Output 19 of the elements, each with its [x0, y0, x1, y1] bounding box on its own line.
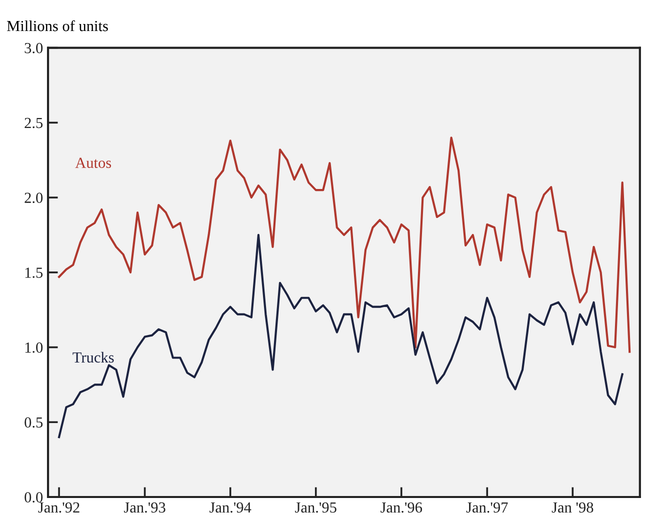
x-tick-label: Jan.'93	[124, 502, 166, 513]
y-tick-label: 2.0	[24, 192, 43, 204]
x-tick-label: Jan '98	[552, 502, 594, 513]
x-tick-label: Jan.'94	[210, 502, 252, 513]
x-tick-label: Jan.'95	[295, 502, 336, 513]
y-tick-label: 1.5	[25, 268, 43, 278]
series-label: Trucks	[72, 352, 114, 363]
y-tick-label: 3.0	[24, 42, 43, 54]
x-tick-label: Jan.'97	[466, 502, 508, 513]
y-axis-title: Millions of units	[7, 20, 108, 32]
x-tick-label: Jan.'92	[38, 502, 80, 513]
line-series	[58, 136, 631, 353]
line-series	[58, 234, 624, 438]
text: Autos	[75, 158, 112, 168]
y-tick-label: 2.5	[24, 118, 43, 128]
y-tick-label: 0.5	[24, 417, 43, 428]
y-tick-label: 1.0	[25, 342, 43, 353]
x-tick-label: Jan.'96	[380, 502, 422, 513]
y-tick-label: 0.0	[24, 492, 43, 503]
